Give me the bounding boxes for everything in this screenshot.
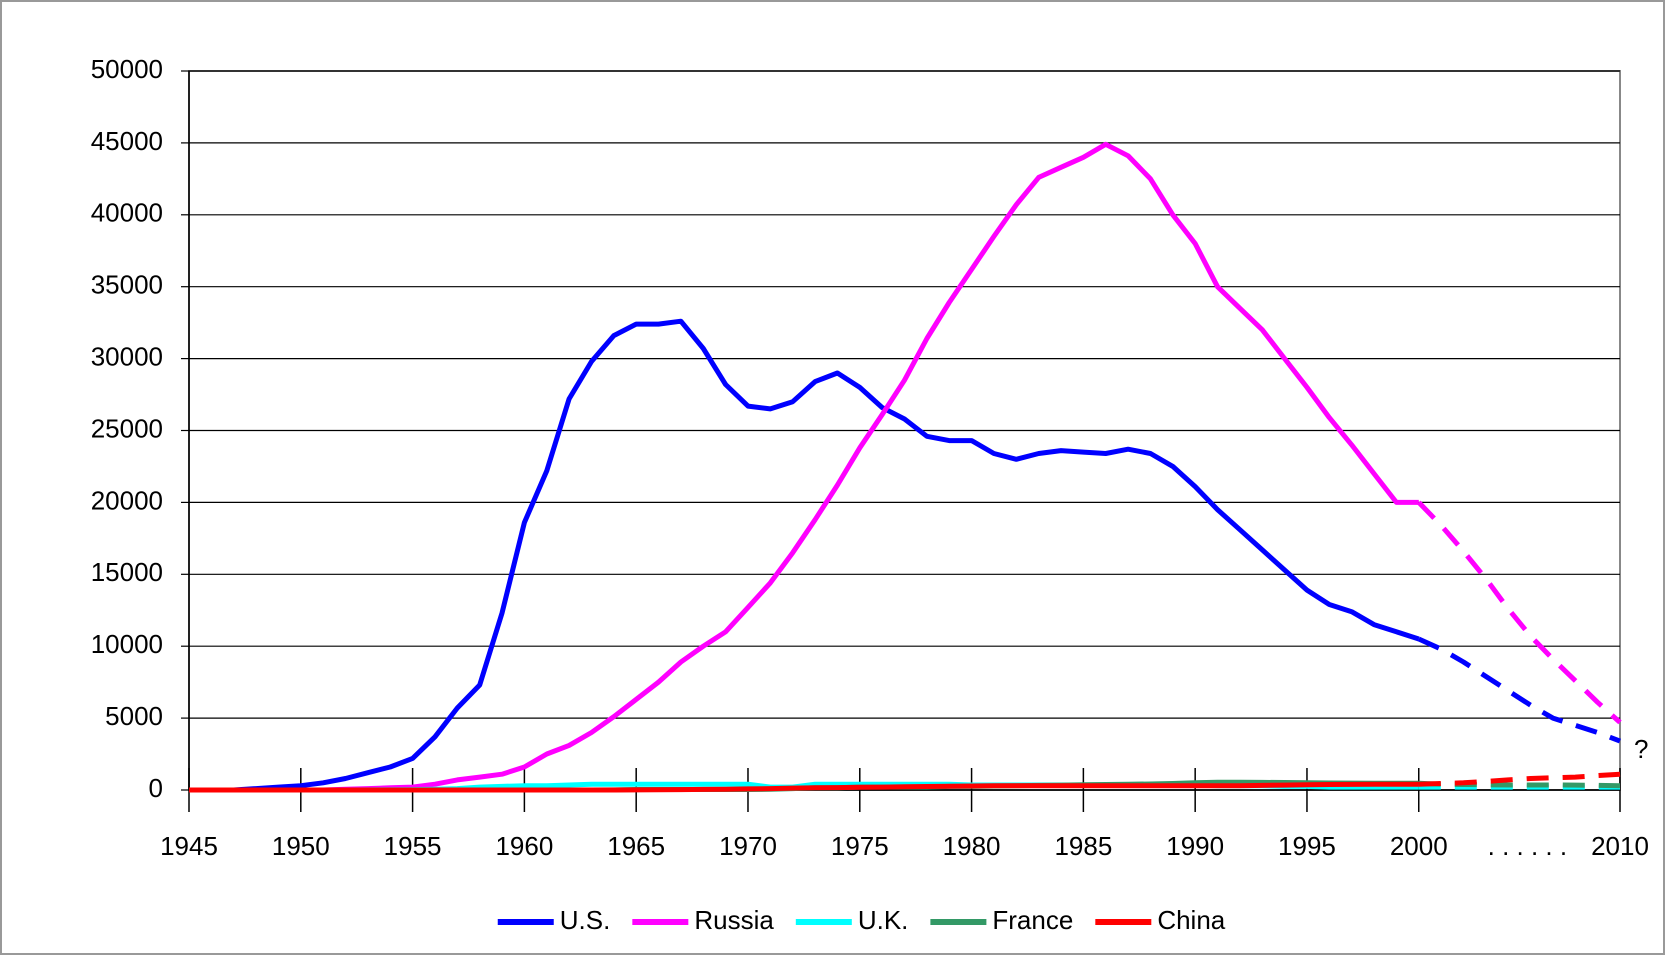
y-tick-label: 45000	[91, 126, 163, 156]
legend-label: France	[992, 905, 1073, 935]
legend-label: U.K.	[858, 905, 909, 935]
x-tick-label: 1970	[719, 831, 777, 861]
x-tick-label: 1965	[607, 831, 665, 861]
y-tick-label: 25000	[91, 413, 163, 443]
legend-label: China	[1157, 905, 1225, 935]
y-tick-label: 5000	[105, 701, 163, 731]
x-tick-label: 1985	[1054, 831, 1112, 861]
x-gap-label: . . . . . .	[1488, 831, 1567, 861]
series-line-projected	[1417, 636, 1621, 744]
x-tick-label: 2000	[1390, 831, 1448, 861]
series-line-projected	[1417, 500, 1622, 725]
y-tick-label: 0	[149, 773, 163, 803]
y-tick-label: 40000	[91, 198, 163, 228]
series-line	[189, 318, 1420, 793]
x-tick-label: 1975	[831, 831, 889, 861]
y-tick-label: 20000	[91, 485, 163, 515]
x-tick-label: 1945	[160, 831, 218, 861]
x-tick-label: 1950	[272, 831, 330, 861]
x-tick-label: 1960	[495, 831, 553, 861]
y-tick-label: 35000	[91, 270, 163, 300]
annotation: ?	[1634, 734, 1648, 764]
x-tick-label: 2010	[1591, 831, 1649, 861]
x-tick-label: 1980	[943, 831, 1001, 861]
y-tick-label: 15000	[91, 557, 163, 587]
series-line	[189, 781, 1419, 793]
x-tick-label: 1995	[1278, 831, 1336, 861]
x-tick-label: 1955	[384, 831, 442, 861]
legend-label: Russia	[694, 905, 774, 935]
y-tick-label: 50000	[91, 54, 163, 84]
y-tick-label: 30000	[91, 341, 163, 371]
y-tick-label: 10000	[91, 629, 163, 659]
legend-label: U.S.	[560, 905, 611, 935]
x-tick-label: 1990	[1166, 831, 1224, 861]
